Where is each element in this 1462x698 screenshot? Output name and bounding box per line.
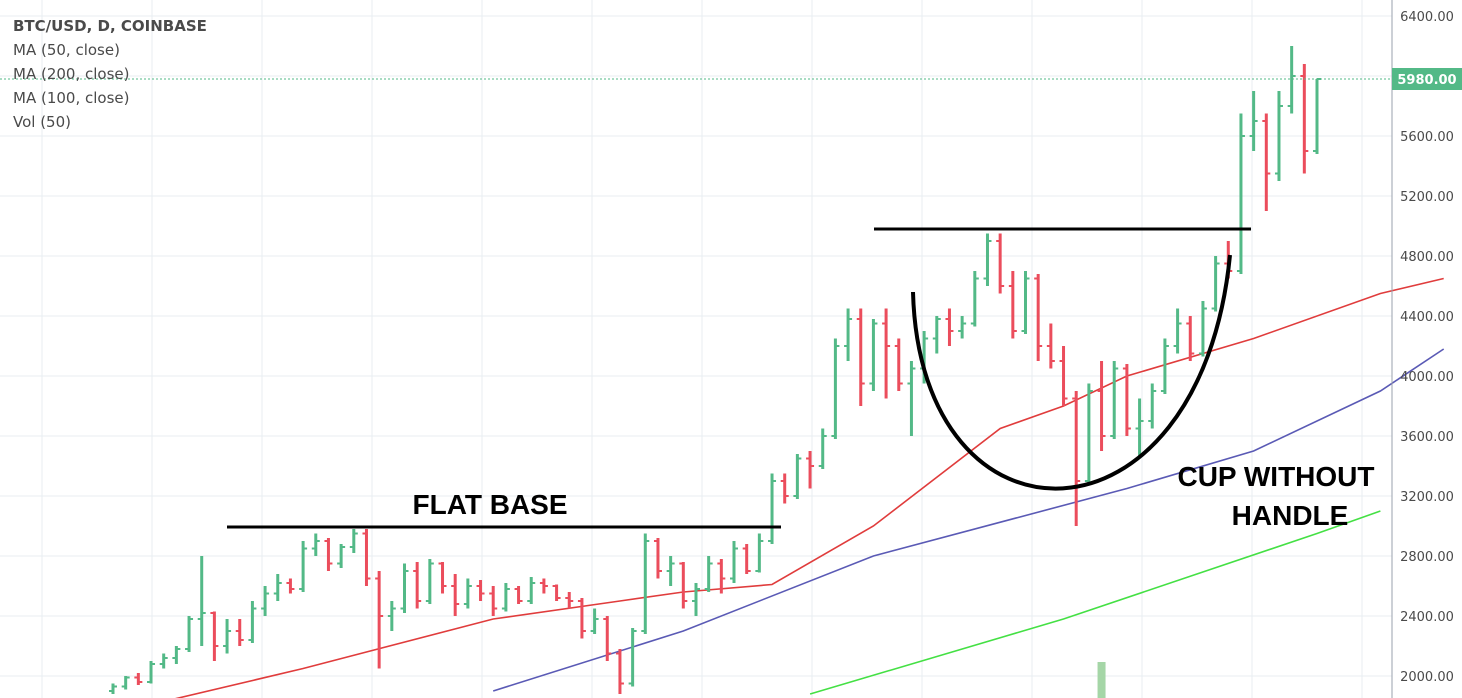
- moving-average-lines: [175, 277, 1445, 698]
- symbol-label[interactable]: BTC/USD, D, COINBASE: [13, 17, 207, 35]
- annotations: FLAT BASE CUP WITHOUT HANDLE: [227, 227, 1375, 531]
- price-tick-label: 4400.00: [1400, 310, 1454, 325]
- flat-base-label: FLAT BASE: [412, 489, 567, 520]
- price-tick-label: 5200.00: [1400, 190, 1454, 205]
- price-tick-label: 3200.00: [1400, 490, 1454, 505]
- price-tick-label: 2400.00: [1400, 610, 1454, 625]
- ma-line-1: [492, 348, 1445, 692]
- price-tick-label: 6400.00: [1400, 10, 1454, 25]
- price-tick-label: 2800.00: [1400, 550, 1454, 565]
- price-tick-label: 3600.00: [1400, 430, 1454, 445]
- candlestick-series[interactable]: [109, 46, 1321, 694]
- last-price-label: 5980.00: [1397, 73, 1456, 88]
- price-tick-label: 4000.00: [1400, 370, 1454, 385]
- ma-line-2: [809, 510, 1381, 695]
- cup-label-line2: HANDLE: [1232, 500, 1349, 531]
- chart-legend: BTC/USD, D, COINBASE MA (50, close) MA (…: [13, 14, 207, 134]
- volume-bar: [1097, 662, 1106, 698]
- last-price-box: [1392, 68, 1462, 90]
- cup-curve: [911, 254, 1232, 491]
- price-tick-label: 4800.00: [1400, 250, 1454, 265]
- chart-grid: [0, 0, 1392, 698]
- price-tick-label: 2000.00: [1400, 670, 1454, 685]
- ma100-legend[interactable]: MA (100, close): [13, 89, 130, 107]
- ma50-legend[interactable]: MA (50, close): [13, 41, 120, 59]
- price-tick-label: 5600.00: [1400, 130, 1454, 145]
- cup-label-line1: CUP WITHOUT: [1177, 461, 1374, 492]
- ma-line-0: [175, 277, 1444, 698]
- volume-bars: [1097, 662, 1106, 698]
- price-axis[interactable]: 2000.00 2400.00 2800.00 3200.00 3600.00 4000.…: [1391, 0, 1454, 698]
- last-price-marker: 5980.00: [0, 68, 1462, 90]
- volume-legend[interactable]: Vol (50): [13, 113, 72, 131]
- ma200-legend[interactable]: MA (200, close): [13, 65, 130, 83]
